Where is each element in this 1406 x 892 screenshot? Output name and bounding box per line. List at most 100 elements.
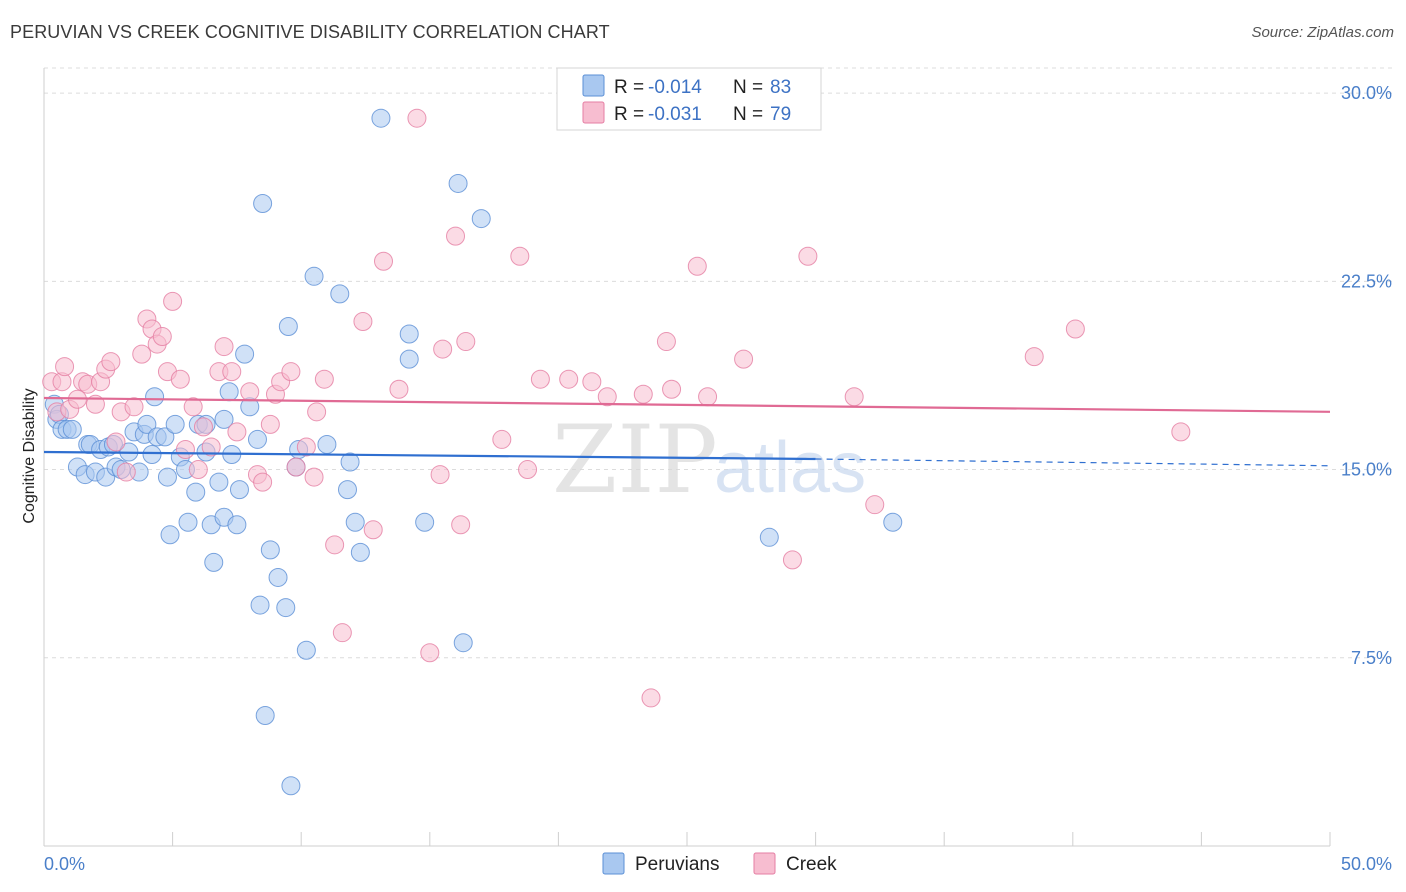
- peruvians-point-21: [137, 414, 157, 434]
- trend-line-peruvians-extension: [815, 458, 1331, 467]
- watermark-zip: ZIP: [552, 406, 718, 515]
- peruvians-point-52: [268, 567, 288, 587]
- creek-point-59: [510, 246, 530, 266]
- creek-point-78: [1171, 422, 1191, 442]
- peruvians-point-62: [337, 480, 357, 500]
- creek-point-64: [597, 387, 617, 407]
- legend-r-label-1: R =: [614, 77, 644, 98]
- creek-point-70: [698, 387, 718, 407]
- bottom-legend-swatch-peruvians: [602, 852, 625, 875]
- creek-point-31: [222, 362, 242, 382]
- peruvians-point-65: [350, 542, 370, 562]
- creek-point-3: [55, 357, 75, 377]
- peruvians-point-45: [235, 344, 255, 364]
- creek-point-11: [101, 352, 121, 372]
- x-tick-label-1: 50.0%: [1341, 854, 1392, 874]
- x-ticks: [172, 832, 1331, 846]
- peruvians-point-51: [260, 540, 280, 560]
- peruvians-point-27: [160, 525, 180, 545]
- peruvians-point-53: [276, 598, 296, 618]
- peruvians-point-38: [209, 472, 229, 492]
- peruvians-point-48: [250, 595, 270, 615]
- creek-point-41: [296, 437, 316, 457]
- creek-point-76: [1024, 347, 1044, 367]
- legend-r-value-1: -0.014: [648, 77, 702, 98]
- legend-r-label-2: R =: [614, 104, 644, 125]
- peruvians-point-67: [399, 324, 419, 344]
- peruvians-point-22: [142, 444, 162, 464]
- y-axis-label: Cognitive Disability: [21, 388, 38, 523]
- legend-r-value-2: -0.031: [648, 104, 702, 125]
- peruvians-point-47: [247, 429, 267, 449]
- creek-point-14: [116, 462, 136, 482]
- peruvians-point-58: [296, 640, 316, 660]
- x-tick-labels: 0.0% 50.0%: [44, 854, 1392, 874]
- creek-point-46: [332, 623, 352, 643]
- creek-point-40: [286, 457, 306, 477]
- creek-point-23: [170, 369, 190, 389]
- series-legend: Peruvians Creek: [602, 852, 837, 875]
- creek-point-15: [124, 397, 144, 417]
- creek-point-20: [152, 327, 172, 347]
- trend-line-peruvians: [43, 450, 816, 461]
- peruvians-point-31: [178, 512, 198, 532]
- creek-point-56: [451, 515, 471, 535]
- peruvians-point-55: [281, 776, 301, 796]
- peruvians-point-49: [253, 194, 273, 214]
- peruvians-point-74: [371, 108, 391, 128]
- peruvians-point-32: [186, 482, 206, 502]
- bottom-legend-label-peruvians: Peruvians: [635, 854, 720, 875]
- y-tick-label-2: 22.5%: [1341, 271, 1392, 291]
- peruvians-point-73: [883, 512, 903, 532]
- y-tick-label-3: 30.0%: [1341, 83, 1392, 103]
- creek-point-12: [106, 432, 126, 452]
- creek-point-43: [307, 402, 327, 422]
- peruvians-point-39: [214, 409, 234, 429]
- creek-point-55: [446, 226, 466, 246]
- legend-n-value-1: 83: [770, 77, 791, 98]
- peruvians-point-72: [759, 527, 779, 547]
- peruvians-point-60: [317, 434, 337, 454]
- peruvians-point-5: [62, 419, 82, 439]
- creek-point-8: [85, 394, 105, 414]
- creek-point-71: [734, 349, 754, 369]
- creek-point-47: [353, 311, 373, 331]
- peruvians-point-28: [165, 414, 185, 434]
- creek-point-60: [518, 460, 538, 480]
- peruvians-point-23: [145, 387, 165, 407]
- creek-point-73: [798, 246, 818, 266]
- creek-point-74: [844, 387, 864, 407]
- creek-point-30: [214, 337, 234, 357]
- creek-point-65: [633, 384, 653, 404]
- creek-point-68: [662, 379, 682, 399]
- peruvians-point-43: [227, 515, 247, 535]
- creek-point-75: [865, 495, 885, 515]
- creek-point-44: [314, 369, 334, 389]
- creek-point-24: [175, 439, 195, 459]
- peruvians-point-71: [471, 209, 491, 229]
- peruvians-point-70: [453, 633, 473, 653]
- creek-point-62: [559, 369, 579, 389]
- creek-points: [42, 108, 1191, 708]
- creek-point-27: [193, 417, 213, 437]
- creek-point-22: [163, 291, 183, 311]
- creek-point-39: [281, 362, 301, 382]
- creek-point-58: [492, 429, 512, 449]
- creek-point-35: [253, 472, 273, 492]
- peruvians-point-44: [229, 480, 249, 500]
- peruvians-point-25: [155, 427, 175, 447]
- creek-point-42: [304, 467, 324, 487]
- creek-point-53: [430, 465, 450, 485]
- creek-point-63: [582, 372, 602, 392]
- peruvians-point-26: [157, 467, 177, 487]
- peruvians-point-37: [204, 552, 224, 572]
- creek-point-51: [407, 108, 427, 128]
- y-tick-label-1: 15.0%: [1341, 460, 1392, 480]
- creek-point-50: [389, 379, 409, 399]
- bottom-legend-swatch-creek: [753, 852, 776, 875]
- peruvians-point-50: [255, 705, 275, 725]
- watermark: ZIP atlas: [552, 406, 866, 515]
- legend-swatch-peruvians: [582, 74, 605, 97]
- source-credit: Source: ZipAtlas.com: [1251, 24, 1394, 41]
